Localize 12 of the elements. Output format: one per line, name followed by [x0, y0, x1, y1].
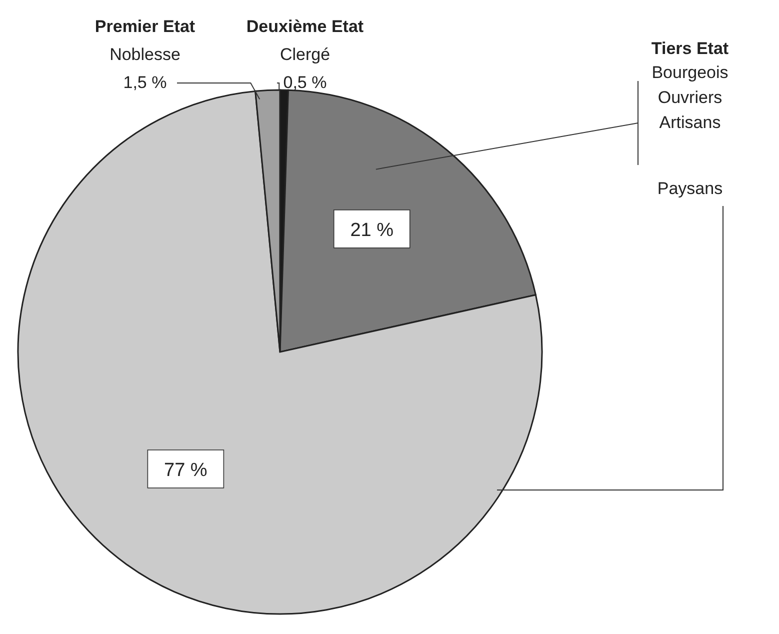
data-label: 21 % [350, 220, 394, 241]
text: Premier Etat [94, 17, 196, 36]
slice-label: Noblesse [110, 45, 180, 64]
data-label: 0,5 % [283, 73, 327, 92]
data-label: 77 % [164, 460, 208, 481]
slice-label: Bourgeois Ouvriers Artisans [652, 63, 728, 132]
slice-label: Clergé [280, 45, 330, 64]
text: Tiers Etat [651, 39, 729, 58]
pie-slice [18, 90, 543, 615]
text: Deuxième Etat [246, 17, 364, 36]
data-label: 1,5 % [123, 73, 167, 92]
slice-label: Paysans [657, 179, 723, 198]
